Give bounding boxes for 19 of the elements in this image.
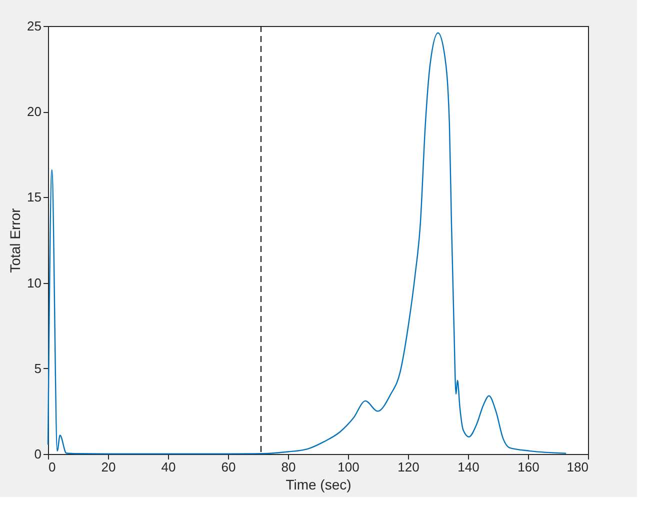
x-tick-label: 20 [101, 460, 116, 474]
x-tick-label: 80 [281, 460, 296, 474]
y-tick-label: 10 [27, 275, 42, 290]
x-axis-title: Time (sec) [286, 476, 352, 492]
x-tick-label: 100 [338, 460, 360, 474]
x-tick-label: 60 [221, 460, 236, 474]
x-tick-label: 0 [48, 460, 56, 474]
y-tick-label: 15 [27, 190, 42, 205]
x-tick-label: 160 [518, 460, 540, 474]
x-tick-label: 40 [161, 460, 176, 474]
y-tick-label: 25 [27, 18, 42, 34]
y-tick-label: 0 [34, 446, 42, 462]
x-tick-label: 140 [458, 460, 480, 474]
x-tick-label: 180 [566, 460, 588, 474]
y-tick-label: 20 [27, 104, 42, 120]
y-axis-title: Total Error [7, 208, 24, 273]
y-tick-label: 5 [34, 360, 42, 376]
x-tick-label: 120 [398, 460, 420, 474]
line-series [47, 32, 567, 454]
